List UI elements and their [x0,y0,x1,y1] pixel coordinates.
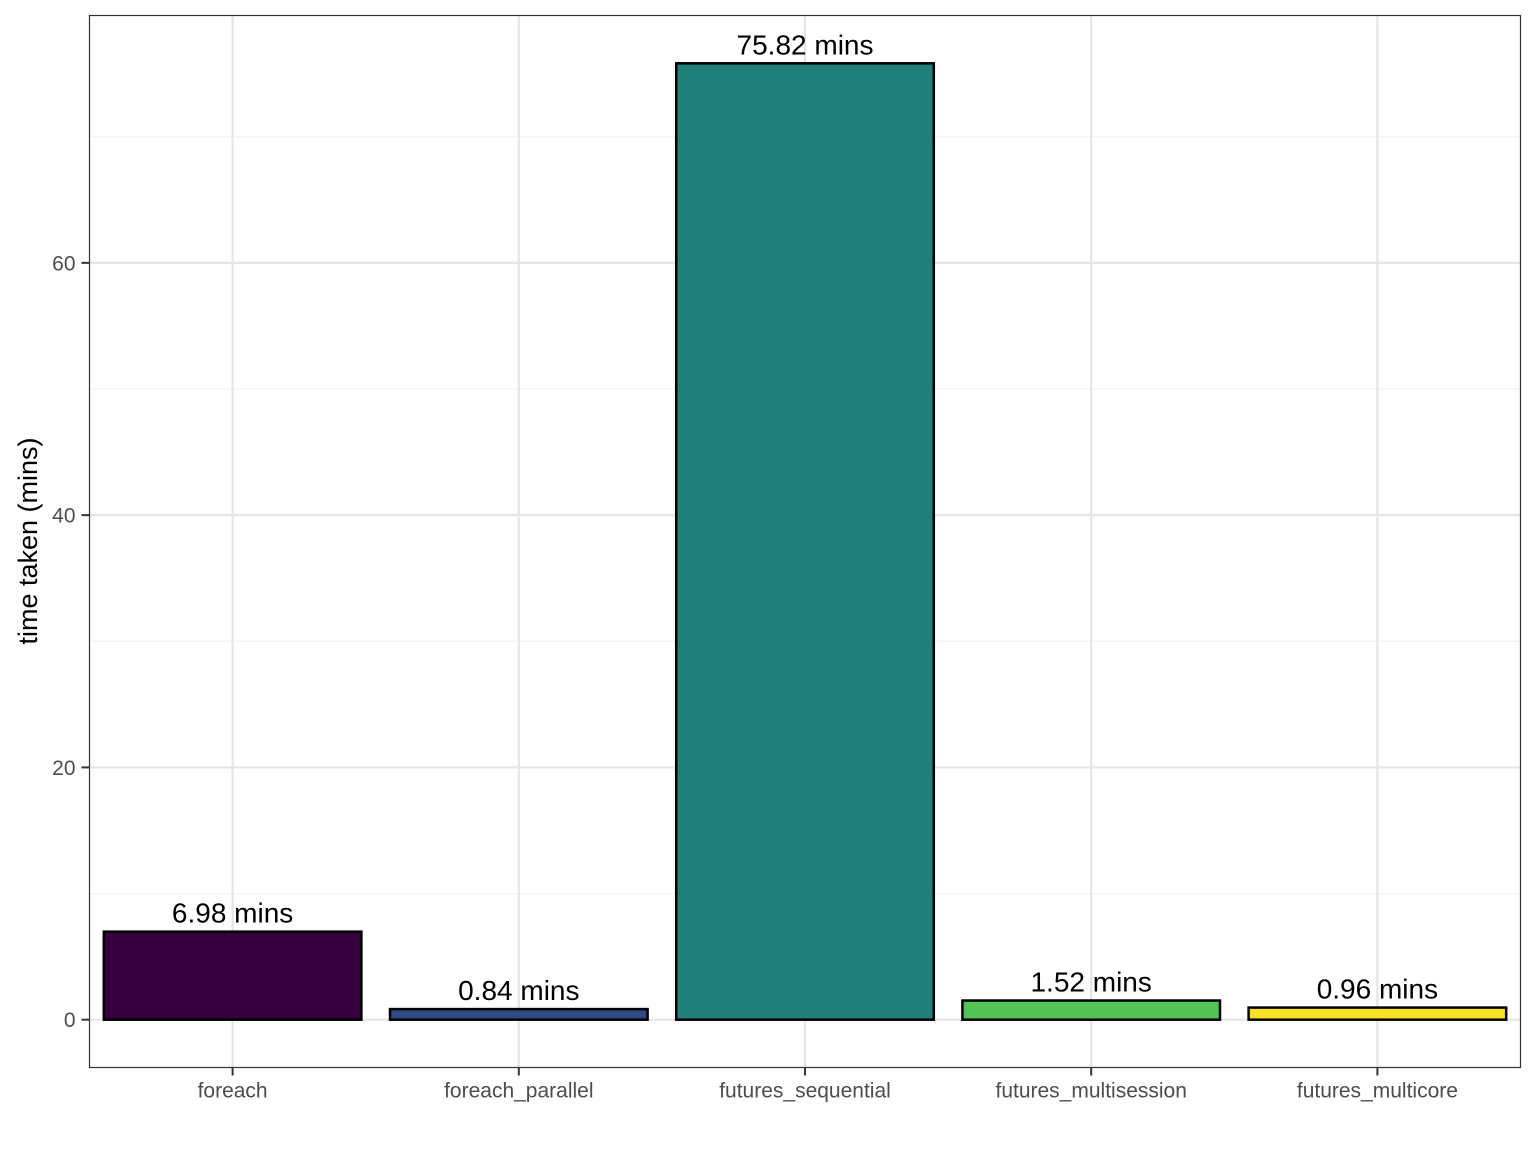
bar-foreach [102,930,363,1021]
axes: 0 20 40 60 foreach foreach_parallel futures_se… [52,252,1458,1102]
y-tick-label: 40 [52,505,75,528]
data-label: 75.82 mins [737,29,874,60]
data-labels: 6.98 mins 0.84 mins 75.82 mins 1.52 mins 0.9… [172,29,1438,1006]
x-tick-label: futures_multisession [995,1080,1186,1103]
data-label: 6.98 mins [172,898,293,929]
bar-futures-multisession [961,999,1222,1021]
bar-futures-multicore [1247,1006,1508,1021]
data-label: 1.52 mins [1030,967,1151,998]
y-tick-label: 0 [64,1009,76,1032]
y-tick-label: 60 [52,252,75,275]
y-tick-label: 20 [52,757,75,780]
x-tick-label: foreach [198,1080,268,1103]
bar-foreach-parallel [388,1007,649,1021]
data-label: 0.84 mins [458,975,579,1006]
bars [102,62,1508,1021]
data-label: 0.96 mins [1317,974,1438,1005]
x-tick-label: futures_multicore [1297,1080,1458,1103]
y-axis-title: time taken (mins) [13,437,43,644]
x-tick-label: futures_sequential [719,1080,891,1103]
x-tick-label: foreach_parallel [444,1080,593,1103]
bar-futures-sequential [674,62,936,1021]
